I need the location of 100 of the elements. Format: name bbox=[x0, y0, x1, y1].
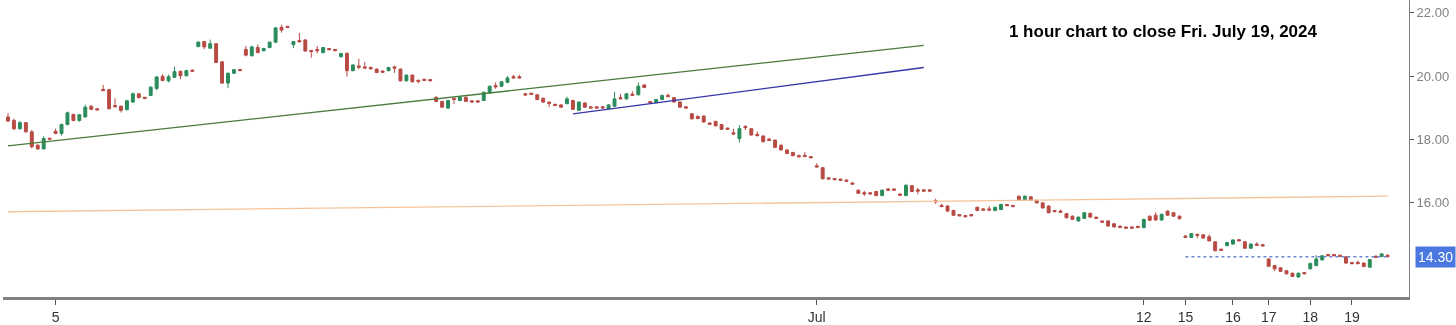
candlestick bbox=[11, 118, 16, 131]
candlestick bbox=[404, 73, 409, 82]
candlestick bbox=[618, 93, 623, 100]
candlestick bbox=[1088, 212, 1093, 219]
candlestick bbox=[53, 128, 58, 135]
candlestick bbox=[981, 207, 986, 211]
y-tick-label: 22.00 bbox=[1416, 5, 1450, 21]
candlestick bbox=[1231, 238, 1235, 246]
candlestick bbox=[148, 85, 153, 97]
candlestick bbox=[874, 190, 879, 197]
candlestick bbox=[71, 113, 76, 122]
candlestick bbox=[136, 92, 141, 99]
candlestick bbox=[1367, 258, 1372, 269]
candlestick bbox=[737, 124, 742, 144]
candlestick bbox=[1266, 257, 1271, 268]
x-tick-label: Jul bbox=[807, 308, 826, 325]
candlestick bbox=[356, 58, 361, 70]
candlestick bbox=[565, 96, 569, 105]
candlestick bbox=[1379, 252, 1384, 258]
candlestick bbox=[1183, 234, 1188, 239]
candlestick bbox=[523, 92, 528, 96]
candlestick bbox=[416, 79, 421, 84]
candlestick bbox=[707, 122, 712, 126]
candlestick bbox=[1076, 215, 1081, 223]
candlestick bbox=[243, 45, 248, 57]
candlestick bbox=[582, 101, 587, 109]
y-tick-label: 18.00 bbox=[1416, 132, 1450, 148]
candlestick bbox=[1201, 233, 1206, 240]
candlestick bbox=[731, 128, 736, 135]
candlestick bbox=[368, 66, 373, 71]
candlestick bbox=[1344, 255, 1348, 265]
candlestick bbox=[678, 100, 682, 109]
candlestick bbox=[493, 81, 498, 90]
candlestick bbox=[1112, 222, 1117, 229]
candlestick bbox=[624, 92, 629, 101]
candlestick bbox=[1100, 220, 1105, 224]
candlestick bbox=[29, 129, 34, 149]
candlestick bbox=[1106, 219, 1111, 228]
candlestick bbox=[892, 188, 896, 191]
candlestick bbox=[160, 73, 165, 82]
candlestick bbox=[1248, 242, 1253, 250]
candlestick bbox=[23, 121, 28, 133]
candlestick bbox=[570, 99, 575, 111]
candlestick bbox=[773, 138, 778, 149]
candlestick bbox=[796, 153, 801, 158]
candlestick bbox=[761, 134, 766, 143]
candlestick bbox=[107, 88, 112, 110]
candlestick bbox=[463, 95, 468, 103]
candlestick bbox=[297, 32, 302, 43]
candlestick bbox=[660, 94, 665, 101]
candlestick bbox=[600, 106, 605, 109]
candlestick bbox=[1189, 232, 1194, 239]
candlestick bbox=[779, 144, 783, 152]
candlestick bbox=[321, 46, 326, 54]
candlestick bbox=[1040, 201, 1045, 210]
candlestick bbox=[457, 96, 462, 102]
candlestick bbox=[987, 205, 992, 211]
candlestick bbox=[993, 206, 998, 212]
candlestick bbox=[1213, 240, 1218, 252]
candlestick bbox=[309, 49, 314, 59]
candlestick bbox=[1159, 213, 1164, 222]
candlestick bbox=[767, 137, 772, 142]
candlestick bbox=[630, 90, 635, 97]
candlestick bbox=[535, 93, 540, 101]
candlestick bbox=[184, 69, 189, 77]
candlestick bbox=[154, 75, 159, 91]
candlestick bbox=[862, 190, 867, 197]
candlestick bbox=[594, 106, 599, 109]
candlestick bbox=[410, 73, 415, 83]
candlestick bbox=[315, 45, 320, 54]
candlestick bbox=[755, 131, 760, 137]
text: 14.30 bbox=[1418, 249, 1454, 265]
candlestick bbox=[232, 68, 236, 75]
candlestick bbox=[1153, 211, 1158, 222]
candlestick bbox=[1219, 248, 1224, 252]
candlestick bbox=[1094, 216, 1099, 220]
candlestick bbox=[95, 107, 100, 111]
y-tick-label: 20.00 bbox=[1416, 68, 1450, 84]
candlestick bbox=[178, 70, 183, 80]
candlestick bbox=[47, 137, 52, 140]
candlestick bbox=[969, 213, 974, 217]
candlestick bbox=[350, 63, 355, 72]
candlestick bbox=[814, 162, 819, 168]
candlestick bbox=[374, 67, 379, 74]
candlestick bbox=[208, 39, 213, 50]
candlestick bbox=[1355, 260, 1360, 265]
candlestick bbox=[666, 93, 671, 98]
candlestick bbox=[1236, 238, 1241, 242]
candlestick bbox=[743, 124, 748, 131]
candlestick bbox=[1195, 233, 1200, 239]
candlestick bbox=[749, 127, 754, 137]
candlestick bbox=[683, 106, 688, 109]
candlestick bbox=[1260, 243, 1265, 247]
candlestick bbox=[77, 113, 82, 123]
candlestick bbox=[921, 189, 926, 192]
candlestick bbox=[1129, 226, 1134, 230]
candlestick bbox=[1207, 234, 1212, 243]
candlestick bbox=[915, 187, 920, 195]
candlestick bbox=[113, 97, 117, 108]
y-tick-label: 16.00 bbox=[1416, 195, 1450, 211]
